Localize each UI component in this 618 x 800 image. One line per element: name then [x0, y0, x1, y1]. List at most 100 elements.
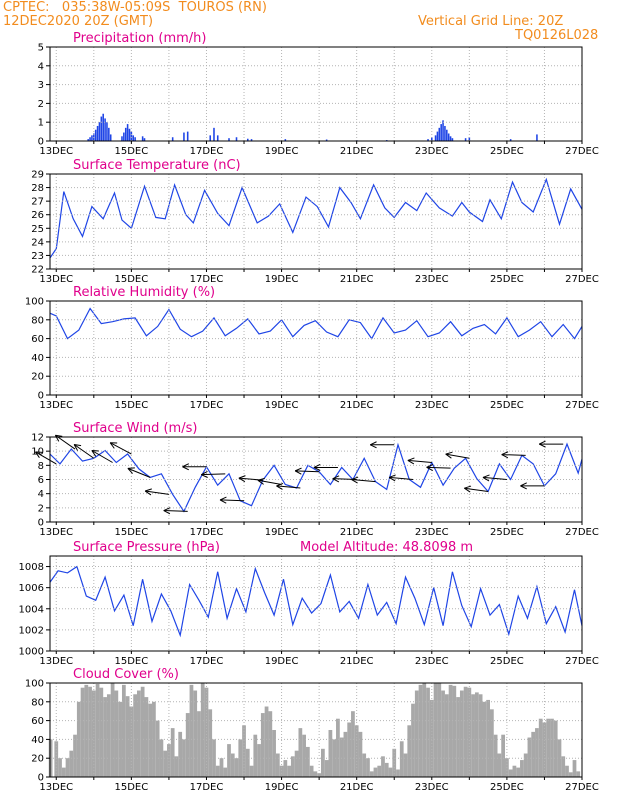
cloud-bar — [170, 728, 175, 777]
precip-bar — [325, 139, 328, 141]
cloud-bar — [121, 684, 126, 777]
cloud-bar — [351, 711, 355, 777]
cloud-bar — [253, 734, 258, 777]
cloud-bar — [448, 684, 453, 777]
wind-arrow-shaft — [145, 490, 169, 495]
panel-2-plot-area — [50, 301, 582, 395]
wind-arrow-head — [482, 476, 490, 482]
wind-arrow-head — [520, 485, 527, 490]
panel-2-date-label: 23DEC — [415, 400, 449, 411]
cloud-bar — [422, 683, 427, 777]
wind-arrow-shaft — [55, 434, 76, 450]
cloud-bar — [144, 697, 149, 777]
panel-3-date-label: 25DEC — [490, 527, 524, 538]
cloud-bar — [84, 684, 89, 777]
wind-arrow-shaft — [407, 459, 432, 463]
panel-3-ytick-label: 0 — [38, 518, 44, 529]
panel-5-ytick-label: 80 — [31, 697, 44, 708]
panel-2-title: Relative Humidity (%) — [73, 285, 215, 300]
precip-bar — [438, 127, 441, 141]
cloud-bar — [114, 690, 119, 777]
wind-arrow-shaft — [109, 442, 132, 455]
wind-arrow-head — [407, 457, 415, 461]
cloud-bar — [373, 767, 378, 777]
wind-arrow-head — [182, 466, 189, 471]
wind-arrow-head — [276, 482, 284, 487]
cloud-bar — [456, 697, 460, 777]
wind-arrow-shaft — [91, 450, 113, 463]
panel-5-date-label: 15DEC — [114, 782, 148, 793]
precip-bar — [209, 135, 212, 141]
wind-arrow-head — [238, 477, 246, 483]
panel-0-ytick-label: 2 — [38, 99, 44, 110]
precip-bar — [123, 132, 125, 141]
wind-arrow-head — [35, 451, 43, 453]
panel-0-ytick-label: 5 — [38, 43, 44, 54]
cloud-bar — [377, 765, 382, 777]
header-location: CPTEC: 035:38W-05:09S TOUROS (RN) — [3, 0, 267, 15]
cloud-bar — [302, 734, 306, 777]
precip-bar — [171, 137, 174, 141]
cloud-bar — [279, 765, 284, 777]
cloud-bar — [321, 748, 325, 777]
cloud-bar — [118, 701, 122, 777]
cloud-bar — [212, 739, 216, 777]
wind-arrow — [539, 440, 564, 448]
header-date: 12DEC2020 20Z (GMT) — [3, 14, 154, 29]
precip-bar — [141, 136, 144, 141]
cloud-bar — [459, 690, 464, 777]
cloud-bar — [245, 748, 250, 777]
cloud-bar — [535, 728, 539, 777]
cloud-bar — [426, 687, 430, 777]
precip-bar — [104, 118, 106, 141]
panel-4-date-label: 27DEC — [565, 656, 599, 667]
wind-arrow — [407, 457, 432, 465]
panel-3-date-label: 27DEC — [565, 527, 599, 538]
cloud-bar — [508, 769, 513, 777]
panel-1-ytick-label: 24 — [31, 237, 44, 248]
wind-arrow-shaft — [220, 499, 245, 502]
cloud-bar — [140, 686, 145, 777]
precip-bar — [132, 135, 135, 141]
cloud-bar — [520, 760, 524, 777]
cloud-bar — [531, 731, 536, 777]
wind-arrow-head — [276, 485, 283, 490]
wind-arrow — [91, 450, 113, 463]
precip-bar — [89, 137, 91, 141]
panel-5-date-label: 19DEC — [265, 782, 299, 793]
wind-arrow — [35, 451, 57, 465]
panel-3-title: Surface Wind (m/s) — [73, 421, 197, 436]
cloud-bar — [275, 753, 280, 777]
cloud-bar — [396, 769, 400, 777]
cloud-bar — [208, 709, 213, 777]
panel-4-date-label: 17DEC — [190, 656, 224, 667]
cloud-bar — [576, 771, 581, 777]
wind-arrow-shaft — [73, 444, 95, 459]
wind-arrow-head — [426, 466, 434, 472]
panel-0-date-label: 13DEC — [39, 146, 73, 157]
wind-arrow-head — [127, 468, 133, 474]
cloud-bar — [133, 694, 137, 777]
wind-arrow-head — [163, 507, 171, 511]
panel-5-date-label: 25DEC — [490, 782, 524, 793]
precip-bar — [509, 139, 512, 141]
precip-bar — [427, 139, 429, 141]
wind-arrow — [445, 451, 470, 459]
precip-bar — [121, 136, 123, 141]
precip-bar — [94, 129, 97, 141]
cloud-bar — [283, 760, 288, 777]
panel-4-date-label: 19DEC — [265, 656, 299, 667]
wind-arrow — [501, 451, 526, 459]
cloud-bar — [80, 687, 85, 777]
cloud-bar — [362, 753, 367, 777]
wind-arrow-head — [294, 467, 302, 472]
precip-bar — [106, 122, 108, 141]
panel-1-ytick-label: 28 — [31, 183, 44, 194]
wind-arrow-head — [501, 454, 509, 459]
panel-1-plot-area — [50, 174, 582, 269]
cloud-bar — [568, 772, 573, 777]
cloud-bar — [538, 718, 543, 777]
panel-2-ytick-label: 100 — [25, 297, 44, 308]
cloud-bar — [95, 683, 100, 777]
